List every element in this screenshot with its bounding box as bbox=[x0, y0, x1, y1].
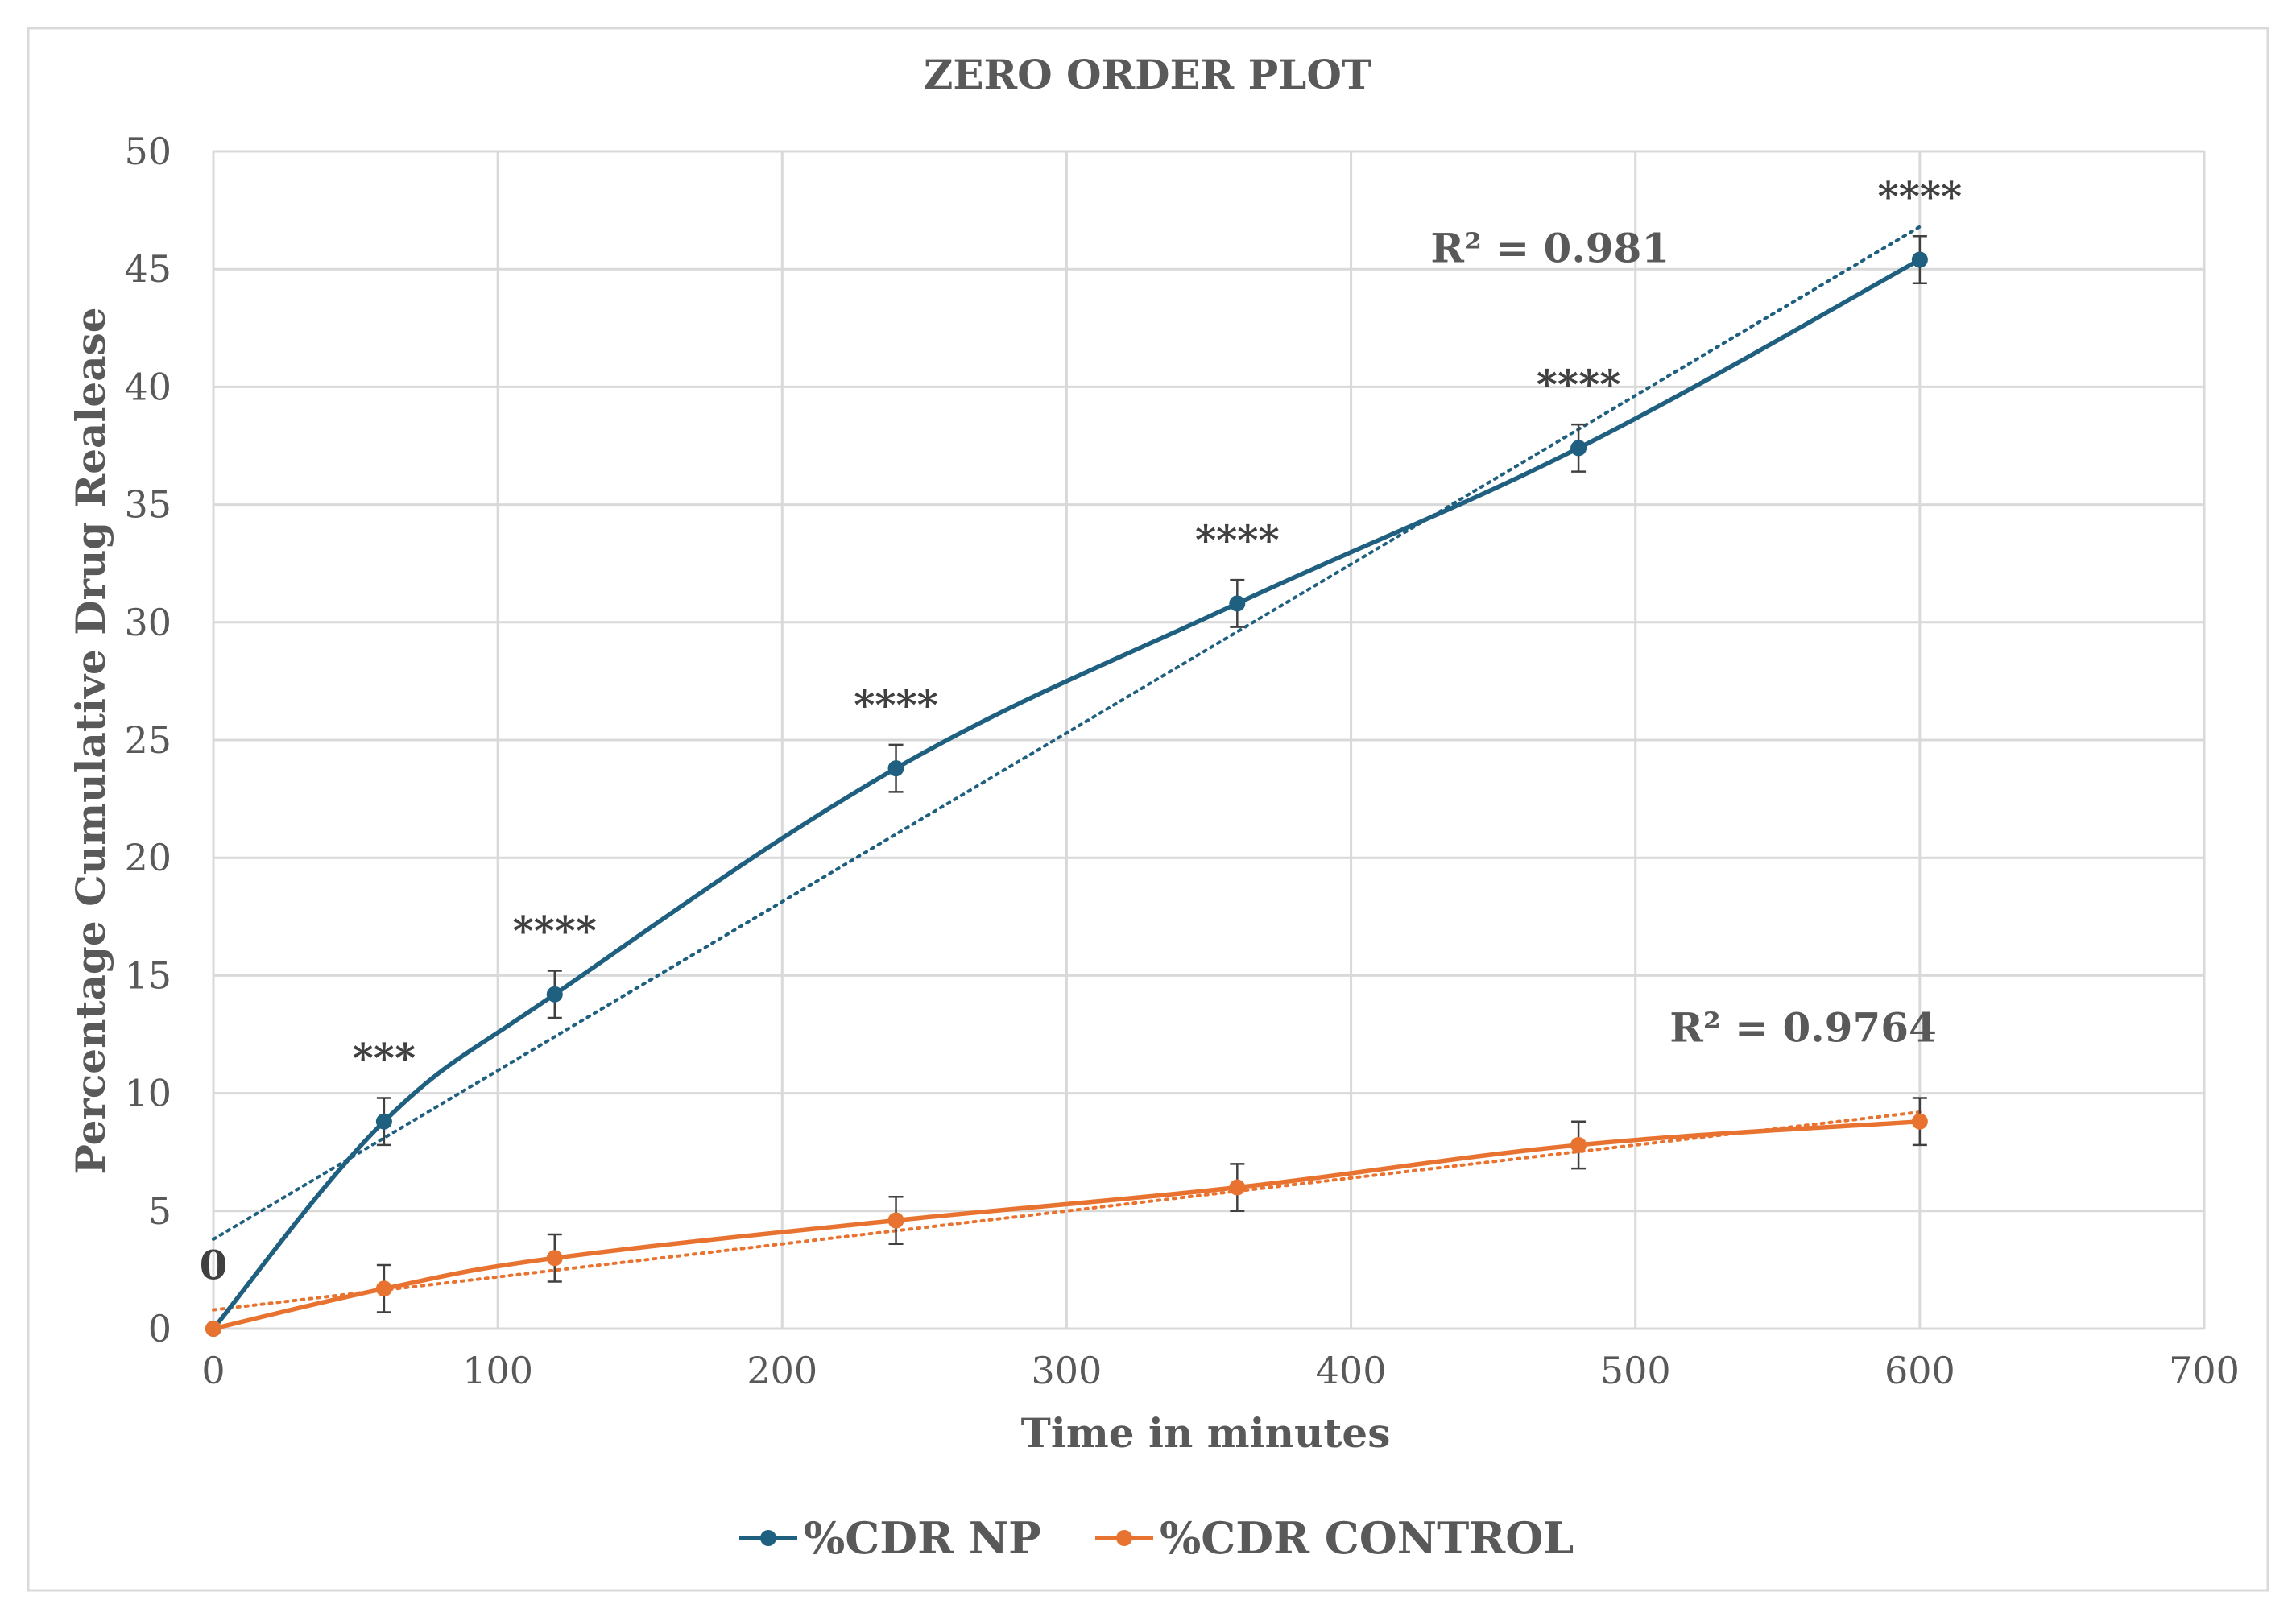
y-axis-ticks: 0 5 10 15 20 25 30 35 40 45 50 bbox=[124, 130, 172, 1350]
legend-marker bbox=[760, 1530, 776, 1546]
data-point-control bbox=[375, 1280, 392, 1297]
x-tick-label: 400 bbox=[1316, 1349, 1387, 1392]
x-axis-ticks: 0 100 200 300 400 500 600 700 bbox=[201, 1349, 2240, 1392]
data-point-control bbox=[546, 1250, 563, 1267]
data-point-np bbox=[887, 760, 904, 777]
y-tick-label: 30 bbox=[124, 601, 172, 644]
data-point-control bbox=[1229, 1179, 1246, 1196]
chart-title: ZERO ORDER PLOT bbox=[924, 51, 1371, 98]
legend: %CDR NP %CDR CONTROL bbox=[739, 1512, 1574, 1564]
significance-label: **** bbox=[1195, 516, 1280, 564]
legend-marker bbox=[1116, 1530, 1132, 1546]
data-point-np bbox=[1911, 251, 1928, 268]
data-point-control bbox=[205, 1321, 221, 1337]
significance-label: **** bbox=[854, 681, 938, 729]
data-point-control bbox=[1911, 1113, 1928, 1130]
r-squared-label-control: R² = 0.9764 bbox=[1669, 1003, 1937, 1051]
y-tick-label: 45 bbox=[124, 247, 172, 291]
trendline-np bbox=[212, 225, 1922, 1241]
y-tick-label: 5 bbox=[148, 1189, 172, 1233]
gridlines bbox=[212, 150, 2206, 1330]
y-tick-label: 35 bbox=[124, 483, 172, 527]
x-tick-label: 100 bbox=[462, 1349, 533, 1392]
x-axis-title: Time in minutes bbox=[1021, 1409, 1391, 1457]
data-point-control bbox=[1570, 1136, 1587, 1153]
data-point-np bbox=[1229, 595, 1246, 612]
y-tick-label: 10 bbox=[124, 1072, 172, 1115]
x-tick-label: 0 bbox=[201, 1349, 225, 1392]
data-point-np bbox=[546, 986, 563, 1003]
data-point-np bbox=[375, 1113, 392, 1130]
legend-label: %CDR CONTROL bbox=[1160, 1512, 1574, 1564]
data-point-np bbox=[1570, 440, 1587, 457]
x-tick-label: 600 bbox=[1884, 1349, 1955, 1392]
x-tick-label: 200 bbox=[747, 1349, 817, 1392]
y-tick-label: 40 bbox=[124, 365, 172, 408]
legend-label: %CDR NP bbox=[804, 1512, 1041, 1564]
y-axis-title: Percentage Cumulative Drug Realease bbox=[67, 307, 114, 1174]
series-line-np bbox=[211, 258, 1922, 1330]
y-tick-label: 50 bbox=[124, 130, 172, 173]
x-tick-label: 700 bbox=[2169, 1349, 2240, 1392]
significance-label: **** bbox=[512, 908, 597, 955]
y-tick-label: 20 bbox=[124, 836, 172, 879]
data-point-control bbox=[887, 1212, 904, 1229]
y-tick-label: 25 bbox=[124, 718, 172, 762]
y-tick-label: 15 bbox=[124, 953, 172, 997]
series-line-control bbox=[213, 1119, 1921, 1331]
x-tick-label: 500 bbox=[1600, 1349, 1671, 1392]
significance-label: **** bbox=[1537, 361, 1621, 408]
significance-label: **** bbox=[1878, 172, 1963, 220]
trendlines bbox=[212, 225, 1922, 1312]
r-squared-label-np: R² = 0.981 bbox=[1430, 224, 1669, 271]
significance-label: *** bbox=[353, 1034, 416, 1081]
series-group bbox=[205, 235, 1928, 1337]
x-tick-label: 300 bbox=[1032, 1349, 1102, 1392]
chart-border bbox=[27, 27, 2269, 1592]
y-tick-label: 0 bbox=[148, 1307, 172, 1350]
data-label: 0 bbox=[200, 1242, 228, 1289]
